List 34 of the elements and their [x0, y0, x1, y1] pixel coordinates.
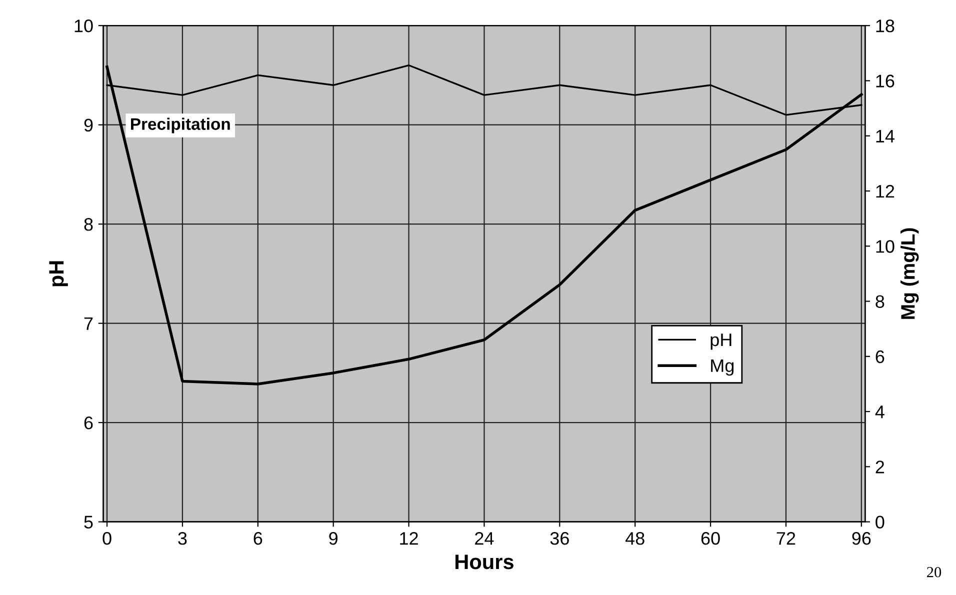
x-axis-title: Hours	[456, 554, 514, 570]
y-tick-label: 7	[84, 317, 93, 330]
y2-tick-label: 16	[876, 74, 894, 88]
x-tick-label: 12	[400, 532, 418, 545]
x-tick-label: 6	[254, 532, 262, 545]
x-tick-label: 36	[550, 532, 569, 545]
x-tick-label: 48	[625, 532, 644, 545]
y2-tick-label: 12	[876, 184, 894, 198]
y2-tick-label: 6	[876, 350, 884, 364]
y-axis-title: pH	[49, 261, 68, 286]
y2-tick-label: 18	[876, 20, 894, 32]
y2-tick-label: 2	[876, 460, 884, 474]
text: 20	[927, 566, 942, 578]
y2-tick-label: 0	[876, 516, 884, 529]
y-tick-label: 5	[84, 516, 93, 529]
x-tick-label: 72	[776, 532, 796, 545]
x-tick-label: 60	[701, 532, 720, 545]
y-tick-label: 9	[84, 118, 93, 132]
y-tick-label: 8	[84, 218, 93, 231]
x-tick-label: 96	[852, 532, 871, 545]
x-tick-label: 9	[329, 532, 338, 545]
y-tick-label: 10	[74, 20, 93, 32]
y-tick-label: 6	[84, 416, 93, 430]
annotation: Precipitation	[131, 118, 230, 134]
legend-label: Mg	[711, 359, 734, 376]
x-tick-label: 3	[178, 532, 187, 545]
y2-tick-label: 8	[876, 295, 884, 308]
y2-tick-label: 14	[876, 130, 894, 142]
y2-tick-label: 4	[875, 406, 884, 418]
y2-axis-title: Mg (mg/L)	[900, 228, 919, 319]
legend-label: pH	[710, 334, 732, 350]
y2-tick-label: 10	[876, 240, 894, 253]
x-tick-label: 0	[102, 532, 112, 545]
x-tick-label: 24	[475, 532, 494, 545]
